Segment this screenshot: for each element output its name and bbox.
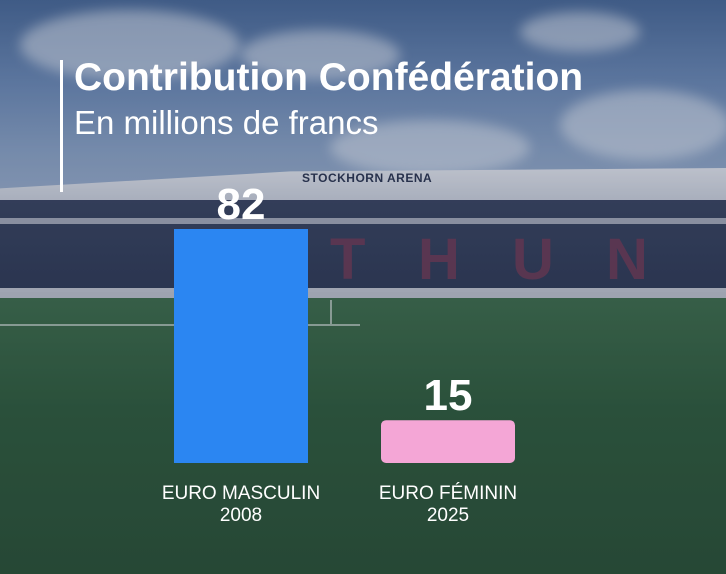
cloud bbox=[560, 90, 726, 160]
pitch bbox=[0, 298, 726, 574]
seat-letter: U bbox=[512, 227, 554, 292]
bar-0 bbox=[174, 229, 308, 463]
bar-1 bbox=[381, 420, 515, 463]
stand-rail bbox=[0, 218, 726, 224]
seat-letter: N bbox=[606, 227, 648, 292]
title-rule bbox=[60, 60, 63, 192]
arena-sign: STOCKHORN ARENA bbox=[302, 171, 433, 185]
category-label: 2008 bbox=[220, 505, 262, 526]
seat-letter: T bbox=[330, 227, 366, 292]
chart-subtitle: En millions de francs bbox=[74, 104, 379, 141]
bar-value-label: 15 bbox=[424, 371, 473, 420]
cloud bbox=[20, 10, 240, 80]
advertising-boards bbox=[0, 288, 726, 298]
cloud bbox=[330, 120, 530, 175]
cloud bbox=[240, 30, 400, 80]
category-label: EURO MASCULIN bbox=[162, 483, 320, 504]
pitch-line bbox=[330, 300, 332, 324]
cloud bbox=[520, 12, 640, 52]
category-label: 2025 bbox=[427, 505, 469, 526]
bar-value-label: 82 bbox=[217, 180, 266, 229]
seat-letter: H bbox=[418, 227, 460, 292]
stadium-stand bbox=[0, 200, 726, 292]
chart-title: Contribution Confédération bbox=[74, 56, 584, 99]
category-label: EURO FÉMININ bbox=[379, 483, 517, 504]
